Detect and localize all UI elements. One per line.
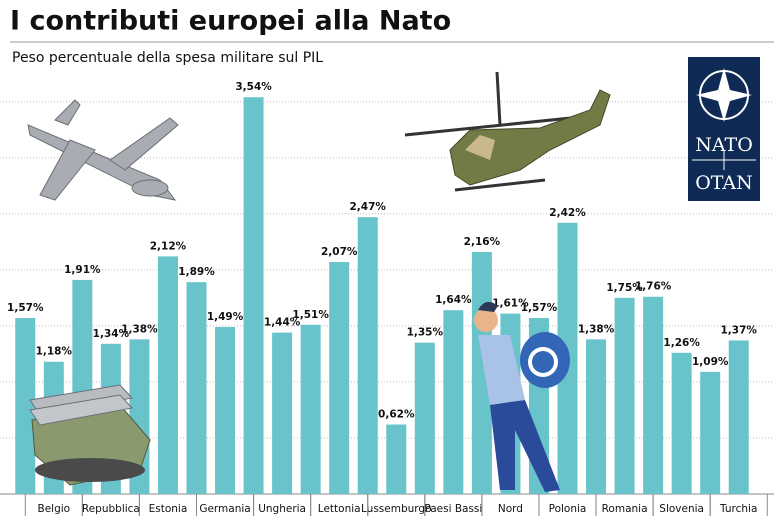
tank-illustration [29,384,151,486]
bar [414,342,435,494]
value-label: 1,38% [578,323,615,335]
value-label: 1,89% [178,266,215,278]
value-label: 2,42% [549,207,586,219]
person-illustration [474,301,570,492]
bar [300,324,321,494]
value-label: 2,16% [464,236,501,248]
bar [272,332,293,494]
chart-title: I contributi europei alla Nato [10,6,451,37]
logo-text: OTAN [695,172,753,194]
value-label: 1,64% [435,294,472,306]
x-tick-label: Estonia [149,503,188,515]
bar [157,256,178,494]
value-label: 3,54% [235,81,272,93]
x-tick-label: Paesi Bassi [424,503,482,515]
value-label: 1,51% [292,309,329,321]
bar [728,340,749,494]
x-tick-label: Belgio [38,503,71,515]
bar [700,371,721,494]
helicopter-illustration [404,71,611,192]
value-label: 1,57% [521,302,558,314]
drone-illustration [27,99,179,201]
bar [643,296,664,494]
bar [15,318,36,494]
value-label: 1,75% [606,282,643,294]
value-label: 1,34% [93,328,130,340]
x-tick-label: Lussemburgo [361,503,432,515]
x-tick-label: Romania [602,503,648,515]
bar [614,297,635,494]
value-label: 2,07% [321,246,358,258]
x-tick-label: Repubblica [82,503,140,515]
bar [186,282,207,494]
bar [386,424,407,494]
value-label: 1,49% [207,311,244,323]
value-label: 1,61% [492,298,529,310]
value-label: 1,18% [36,346,73,358]
bar [215,327,236,494]
value-label: 1,09% [692,356,729,368]
value-label: 1,57% [7,302,44,314]
value-label: 1,37% [721,324,758,336]
x-tick-label: Turchia [719,503,757,515]
x-tick-label: Lettonia [318,503,361,515]
bar [586,339,607,494]
x-tick-label: Ungheria [258,503,306,515]
value-label: 1,38% [121,323,158,335]
bar [243,97,264,494]
bar [443,310,464,494]
x-tick-label: Nord [498,503,523,515]
nato-logo: NATO OTAN [688,57,760,201]
x-tick-label: Polonia [549,503,587,515]
bar [671,352,692,494]
bar [357,217,378,495]
value-label: 1,44% [264,317,301,329]
value-label: 2,47% [350,201,387,213]
value-label: 1,26% [663,337,700,349]
x-tick-label: Germania [199,503,250,515]
x-tick-label: Slovenia [659,503,704,515]
value-label: 1,76% [635,281,672,293]
logo-text: NATO [695,134,753,156]
value-label: 0,62% [378,409,415,421]
value-label: 1,91% [64,264,101,276]
value-label: 1,35% [407,327,444,339]
bar [329,262,350,494]
chart-subtitle: Peso percentuale della spesa militare su… [12,50,323,66]
value-label: 2,12% [150,240,187,252]
